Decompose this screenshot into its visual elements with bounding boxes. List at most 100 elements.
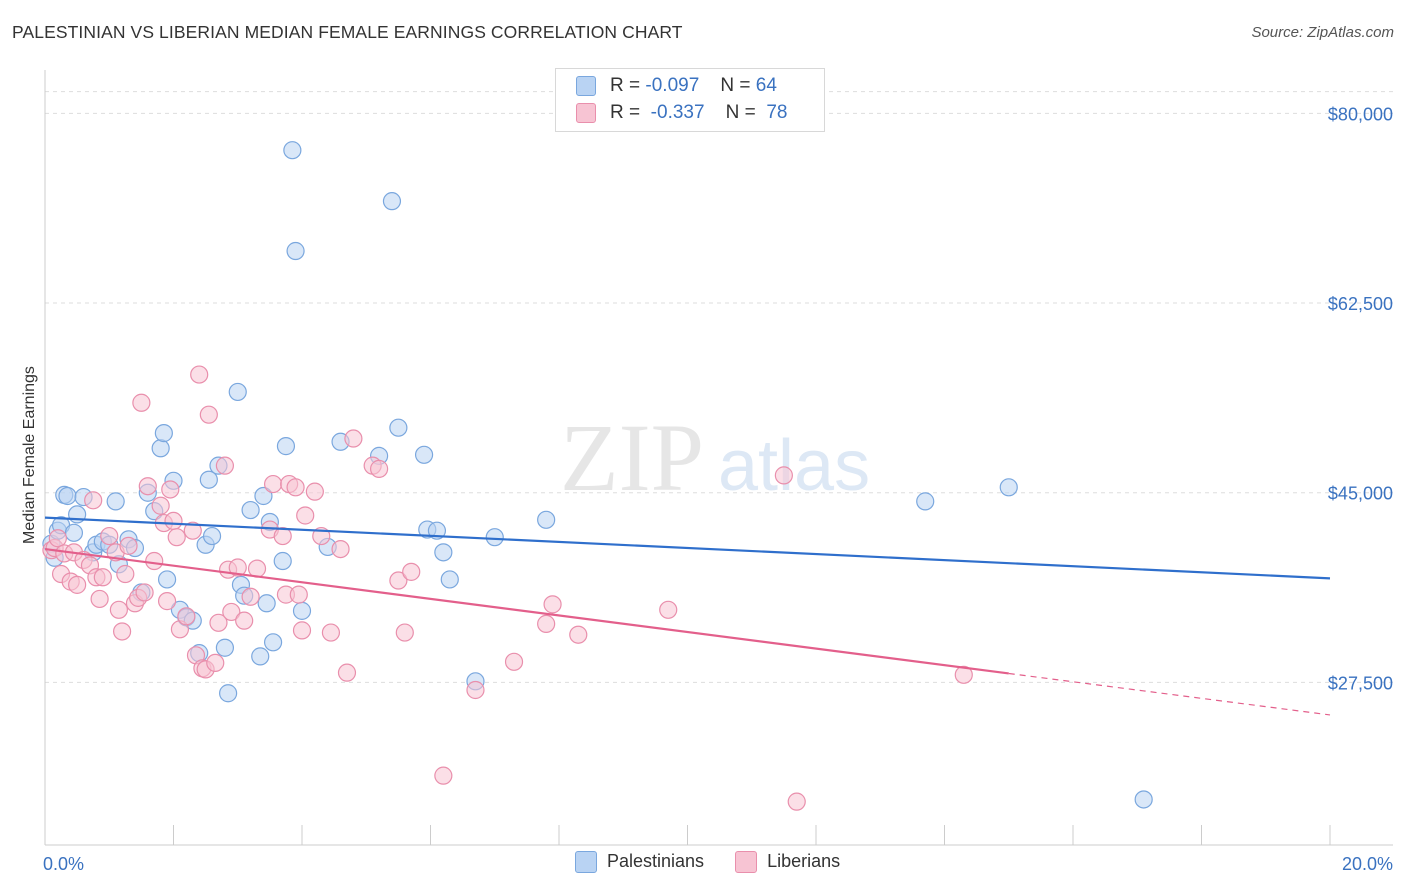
n-value-liberians: 78: [766, 102, 788, 123]
palestinians-legend-swatch: [575, 851, 597, 874]
palestinians-point: [254, 486, 273, 506]
n-label: N =: [725, 102, 756, 123]
n-label: N =: [720, 75, 751, 96]
liberians-point: [331, 539, 350, 559]
liberians-point: [183, 521, 202, 540]
liberians-point: [395, 623, 414, 642]
liberians-point: [135, 583, 154, 602]
palestinians-point: [219, 684, 238, 703]
liberians-point: [263, 474, 283, 494]
palestinians-point: [283, 141, 302, 160]
liberians-point: [199, 405, 218, 424]
liberians-point: [537, 614, 556, 633]
liberians-point: [138, 477, 157, 496]
liberians-point: [90, 589, 109, 609]
palestinians-point: [199, 470, 218, 489]
liberians-point: [543, 595, 562, 614]
x-tick-label: 0.0%: [43, 854, 84, 874]
palestinians-point: [276, 437, 296, 456]
liberians-point: [145, 551, 164, 571]
watermark-atlas: atlas: [718, 426, 870, 506]
palestinians-point: [389, 418, 408, 437]
liberians-point: [504, 652, 524, 671]
y-tick-label: $45,000: [1328, 484, 1393, 504]
liberians-point: [161, 480, 180, 499]
liberians-point: [177, 607, 196, 626]
palestinians-point: [382, 192, 402, 211]
y-tick-label: $80,000: [1328, 104, 1393, 124]
liberians-trendline-extension: [1008, 672, 1331, 716]
liberians-point: [774, 466, 793, 485]
liberians-point: [305, 482, 324, 501]
r-value-liberians: -0.337: [650, 102, 705, 123]
liberians-point: [68, 575, 87, 594]
series-legend: Palestinians Liberians: [575, 851, 866, 874]
liberians-point: [48, 529, 67, 548]
liberians-point: [222, 602, 241, 622]
r-label: R =: [610, 102, 641, 123]
palestinians-point: [58, 486, 77, 506]
palestinians-swatch: [576, 75, 596, 96]
stats-legend-row-palestinians: R = -0.097 N = 64: [576, 75, 777, 99]
liberians-point: [116, 564, 135, 584]
legend-item-liberians: Liberians: [735, 851, 841, 874]
palestinians-point: [999, 478, 1018, 497]
liberians-point: [151, 496, 170, 515]
liberians-point: [235, 611, 254, 630]
liberians-point: [247, 559, 267, 578]
liberians-point: [190, 365, 209, 384]
palestinians-point: [1134, 790, 1153, 809]
liberians-trendline: [44, 547, 1009, 675]
palestinians-point: [440, 570, 459, 589]
liberians-point: [389, 571, 408, 590]
palestinians-point: [273, 551, 292, 571]
palestinians-point: [202, 526, 222, 546]
liberians-point: [112, 622, 132, 641]
y-tick-label: $62,500: [1328, 294, 1393, 314]
palestinians-point: [215, 638, 234, 657]
palestinians-point: [485, 528, 504, 547]
liberians-point: [337, 663, 357, 682]
liberians-point: [370, 459, 389, 478]
stats-legend-row-liberians: R = -0.337 N = 78: [576, 102, 787, 126]
r-value-palestinians: -0.097: [645, 75, 700, 96]
palestinians-point: [106, 492, 125, 511]
legend-label-liberians: Liberians: [767, 851, 841, 871]
liberians-point: [164, 511, 183, 531]
liberians-point: [84, 491, 103, 510]
liberians-point: [157, 592, 177, 611]
watermark-zip: ZIP: [560, 404, 704, 511]
liberians-point: [344, 429, 363, 448]
palestinians-point: [151, 439, 170, 458]
palestinians-trendline: [44, 516, 1331, 580]
palestinians-point: [292, 601, 312, 620]
r-label: R =: [610, 75, 641, 96]
y-tick-label: $27,500: [1328, 673, 1393, 693]
liberians-point: [292, 621, 312, 640]
liberians-point: [109, 600, 128, 619]
liberians-point: [167, 528, 186, 547]
liberians-legend-swatch: [735, 851, 758, 874]
liberians-point: [659, 600, 678, 619]
liberians-point: [286, 478, 305, 497]
liberians-point: [296, 506, 315, 525]
palestinians-point: [434, 543, 453, 562]
liberians-point: [206, 653, 225, 673]
n-value-palestinians: 64: [755, 75, 777, 96]
liberians-point: [402, 562, 421, 581]
palestinians-point: [251, 647, 270, 666]
liberians-point: [273, 526, 292, 546]
liberians-point: [100, 526, 119, 546]
liberians-swatch: [576, 102, 596, 123]
palestinians-point: [263, 633, 283, 652]
palestinians-point: [154, 424, 173, 443]
palestinians-point: [157, 570, 177, 589]
liberians-point: [466, 680, 485, 700]
palestinians-point: [228, 382, 247, 402]
stats-legend: R = -0.097 N = 64 R = -0.337 N = 78: [555, 68, 825, 132]
legend-item-palestinians: Palestinians: [575, 851, 704, 874]
liberians-point: [132, 393, 151, 412]
palestinians-point: [916, 492, 935, 511]
chart-source: Source: ZipAtlas.com: [1251, 24, 1394, 41]
